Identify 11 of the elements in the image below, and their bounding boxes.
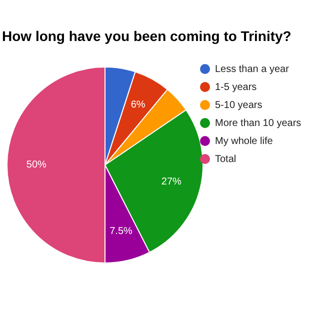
legend-label: More than 10 years	[215, 118, 302, 128]
legend-label: 1-5 years	[215, 82, 257, 92]
legend-label: Total	[215, 154, 236, 164]
data-label: 50%	[26, 160, 47, 170]
data-label: 27%	[161, 176, 182, 188]
chart-title: How long have you been coming to Trinity?	[2, 28, 292, 44]
data-label: 6%	[130, 99, 146, 110]
legend-label: My whole life	[215, 136, 273, 146]
data-label: 7.5%	[110, 226, 133, 238]
legend-label: Less than a year	[215, 64, 289, 74]
legend-label: 5-10 years	[215, 100, 262, 110]
